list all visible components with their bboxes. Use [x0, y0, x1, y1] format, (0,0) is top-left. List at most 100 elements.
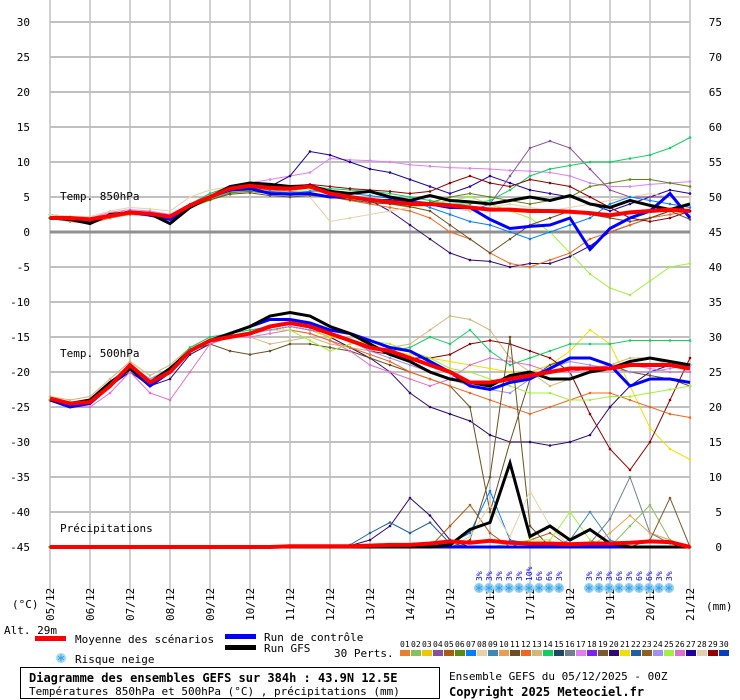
t500-pert-point: [588, 391, 592, 395]
t500-pert-point: [628, 356, 632, 360]
t500-pert-point: [468, 405, 472, 409]
pert-legend-id: 20: [609, 640, 619, 649]
date-tick-label: 18/12: [564, 588, 577, 621]
right-tick-label: 70: [709, 51, 722, 64]
t850-pert-point: [448, 223, 452, 227]
t500-pert-point: [208, 335, 212, 339]
pert-legend-swatch: [587, 650, 597, 656]
axes: 05/12 06/12 07/12 08/12 09/12 10/12 11/12 12/12…: [10, 16, 722, 621]
snowflake-glyph: [495, 584, 503, 592]
t850-pert-point: [208, 188, 212, 192]
t850-pert-point: [528, 178, 532, 181]
t500-pert-point: [428, 356, 432, 360]
left-tick-label: 20: [17, 86, 30, 99]
t850-pert-point: [688, 195, 692, 199]
t850-pert-point: [488, 167, 492, 171]
precip-pert-point: [488, 531, 492, 535]
t500-pert-point: [268, 332, 272, 335]
date-tick-label: 21/12: [684, 588, 697, 621]
pert-legend-swatch: [543, 650, 553, 656]
t850-pert-point: [448, 230, 452, 234]
label-t500: Temp. 500hPa: [60, 347, 139, 360]
t500-pert-point: [468, 370, 472, 374]
t500-pert-point: [588, 328, 592, 332]
snow-risk-label: 3%: [555, 571, 564, 581]
t850-pert-point: [548, 139, 552, 143]
copyright: Copyright 2025 Meteociel.fr: [449, 685, 644, 699]
t500-pert-point: [368, 353, 372, 356]
t500-pert-point: [628, 468, 632, 472]
t850-pert-point: [628, 195, 632, 199]
precip-pert-point: [488, 475, 492, 479]
t500-pert-point: [588, 433, 592, 437]
t500-pert-point: [508, 440, 512, 444]
t500-pert-point: [488, 349, 492, 353]
precip-pert-point: [528, 538, 532, 542]
t850-pert-point: [608, 202, 612, 206]
t850-pert-point: [328, 157, 332, 160]
t850-pert-point: [468, 185, 472, 188]
t850-pert-point: [568, 251, 572, 255]
t500-pert-point: [408, 353, 412, 356]
t500-pert-point: [528, 356, 532, 360]
t850-pert-point: [468, 209, 472, 213]
pert-legend-id: 22: [631, 640, 641, 649]
right-tick-label: 30: [709, 331, 722, 344]
t500-pert-point: [368, 363, 372, 367]
t500-pert-point: [548, 405, 552, 409]
t850-pert-point: [508, 265, 512, 269]
t500-pert-point: [148, 391, 152, 395]
t850-pert-point: [348, 187, 352, 190]
t850-pert-point: [648, 220, 652, 223]
t500-pert-point: [648, 426, 652, 430]
t500-pert-point: [308, 339, 312, 342]
chart-title: Diagramme des ensembles GEFS sur 384h : …: [29, 671, 397, 685]
t850-pert-point: [428, 190, 432, 193]
t850-pert-point: [508, 174, 512, 178]
t500-pert-point: [608, 395, 612, 398]
t850-pert-point: [648, 279, 652, 283]
pert-legend-swatch: [631, 650, 641, 656]
t850-pert-point: [668, 188, 672, 192]
t850-pert-point: [488, 181, 492, 185]
chart-subtitle: Températures 850hPa et 500hPa (°C) , pré…: [29, 685, 400, 698]
left-tick-label: -30: [10, 436, 30, 449]
t850-pert-point: [448, 166, 452, 169]
grid: [49, 0, 691, 600]
precip-pert-point: [548, 531, 552, 535]
precip-pert-point: [488, 503, 492, 507]
t500-pert-point: [688, 339, 692, 342]
t850-pert-point: [688, 192, 692, 195]
t500-pert-point: [408, 391, 412, 395]
snow-risk-label: 3%: [495, 571, 504, 581]
t500-pert-point: [488, 356, 492, 360]
t500-pert-point: [248, 328, 252, 332]
t500-pert-point: [688, 458, 692, 461]
t500-pert-point: [548, 444, 552, 447]
t850-pert-point: [688, 180, 692, 183]
pert-legend-id: 04: [433, 640, 443, 649]
t500-pert-point: [688, 416, 692, 419]
snow-risk-label: 3%: [665, 571, 674, 581]
t500-pert-point: [348, 346, 352, 349]
t500-pert-point: [248, 335, 252, 339]
t850-pert-point: [528, 237, 532, 241]
t850-pert-point: [508, 169, 512, 172]
t500-pert-point: [528, 363, 532, 367]
t850-pert-point: [448, 181, 452, 185]
pert-legend-id: 06: [455, 640, 465, 649]
legend-mean-label: Moyenne des scénarios: [75, 633, 214, 646]
pert-legend-swatch: [433, 650, 443, 656]
t500-pert-point: [488, 328, 492, 332]
t500-pert-point: [228, 349, 232, 353]
t500-pert-point: [268, 342, 272, 346]
t500-pert-point: [288, 342, 292, 346]
left-tick-label: 25: [17, 51, 30, 64]
left-tick-label: -20: [10, 366, 30, 379]
precip-pert-point: [408, 496, 412, 500]
t850-pert-point: [468, 167, 472, 170]
date-tick-label: 17/12: [524, 588, 537, 621]
snow-risk-label: 10%: [525, 566, 534, 581]
t850-pert-point: [528, 169, 532, 173]
